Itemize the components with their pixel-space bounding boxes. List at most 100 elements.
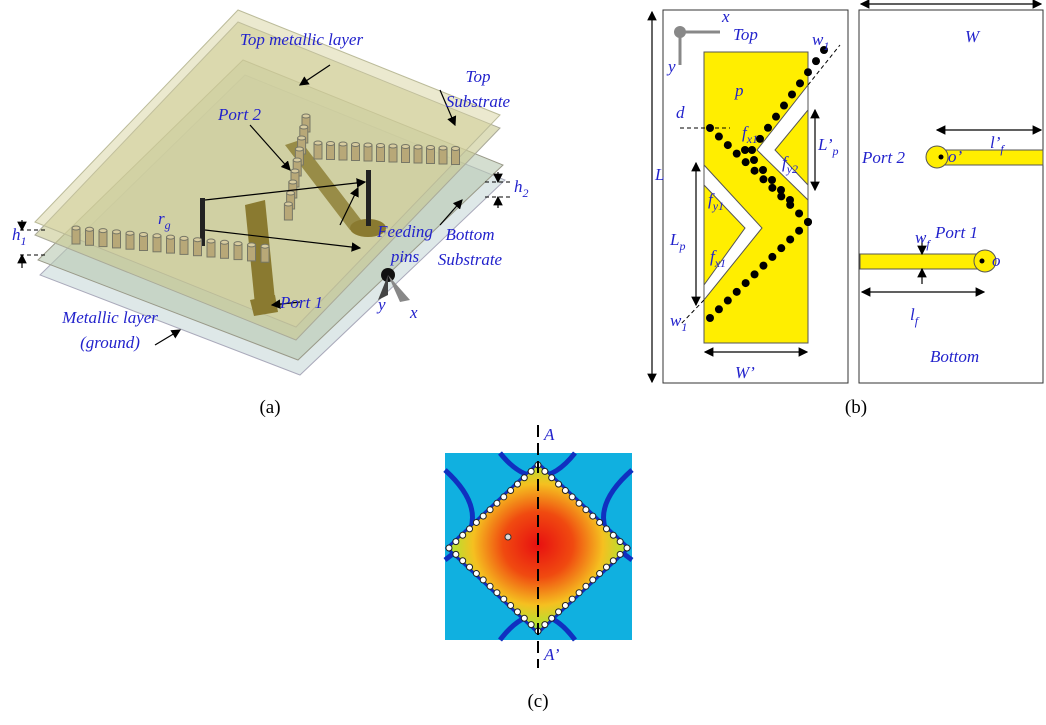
via-dot [590,577,596,583]
via-dot [549,615,555,621]
via-dot [786,235,794,243]
via-dot [741,146,749,154]
via-dot [733,288,741,296]
label-subscript: 2 [523,186,529,200]
via-dot [603,564,609,570]
label: y [376,295,386,314]
via-dot [788,90,796,98]
port-1-line [860,254,985,269]
via-dot [768,253,776,261]
via-dot [750,156,758,164]
via-dot [576,500,582,506]
via-dot [706,314,714,322]
via-dot [473,571,479,577]
via-top [248,243,256,247]
via-dot [759,175,767,183]
via-top [167,235,175,239]
feed-point [980,259,985,264]
via-dot [542,622,548,628]
via-dot [610,532,616,538]
label: o’ [948,147,963,166]
via-dot [597,571,603,577]
label-subscript: x1 [714,256,726,270]
label: Port 1 [279,293,323,312]
via-dot [804,218,812,226]
via-dot [764,124,772,132]
via-top [427,146,435,150]
via-dot [759,262,767,270]
via-dot [576,590,582,596]
via-dot [569,494,575,500]
label: h1 [12,225,27,248]
port-2-pad [926,146,948,168]
feed-point [505,534,511,540]
via-dot [556,481,562,487]
label: Top [466,67,491,86]
via-dot [453,551,459,557]
via-dot [715,305,723,313]
via-top [414,145,422,149]
label: Bottom [445,225,494,244]
label: y [666,57,676,76]
label-subscript: f [915,314,920,328]
label: d [676,103,685,122]
label: Metallic layer [61,308,158,327]
caption: (c) [527,691,548,712]
via-dot [777,244,785,252]
via-dot [786,196,794,204]
via-dot [467,526,473,532]
via-top [402,145,410,149]
via-dot [480,577,486,583]
via-top [377,144,385,148]
via-top [339,142,347,146]
via-dot [583,583,589,589]
via-dot [549,475,555,481]
via-top [180,236,188,240]
label-subscript: y1 [712,199,724,213]
via-top [298,136,306,140]
label: L [654,165,664,184]
via-dot [494,590,500,596]
via-dot [804,68,812,76]
label: W [965,27,981,46]
label: wf [915,228,931,251]
label-subscript: p [832,144,839,158]
via-dot [501,596,507,602]
via-dot [521,475,527,481]
label-main: w [670,311,682,330]
label: Top [733,25,758,44]
via-dot [562,602,568,608]
feeding-pin [366,170,371,226]
via-dot [624,545,630,551]
via-top [364,143,372,147]
label-main: l’ [990,133,1001,152]
via-dot [597,519,603,525]
panel-c-drawing [445,425,632,668]
label: Top metallic layer [240,30,363,49]
via-dot [562,488,568,494]
via-top [234,242,242,246]
via-top [221,240,229,244]
label-main: L’ [817,135,833,154]
label: Port 1 [934,223,978,242]
label: Bottom [930,347,979,366]
via-top [352,143,360,147]
via-dot [759,166,767,174]
arrow [155,330,180,345]
label-subscript: p [678,239,685,253]
label: Substrate [446,92,511,111]
caption: (a) [259,397,280,418]
label: w1 [670,311,687,334]
via-top [99,229,107,233]
via-dot [467,564,473,570]
via-dot [796,79,804,87]
via-dot [460,532,466,538]
via-dot [446,545,452,551]
label-main: w [915,228,927,247]
via-dot [768,176,776,184]
via-dot [528,622,534,628]
via-dot [617,539,623,545]
label-subscript: 1 [823,39,829,53]
via-dot [603,526,609,532]
label: Port 2 [217,105,261,124]
